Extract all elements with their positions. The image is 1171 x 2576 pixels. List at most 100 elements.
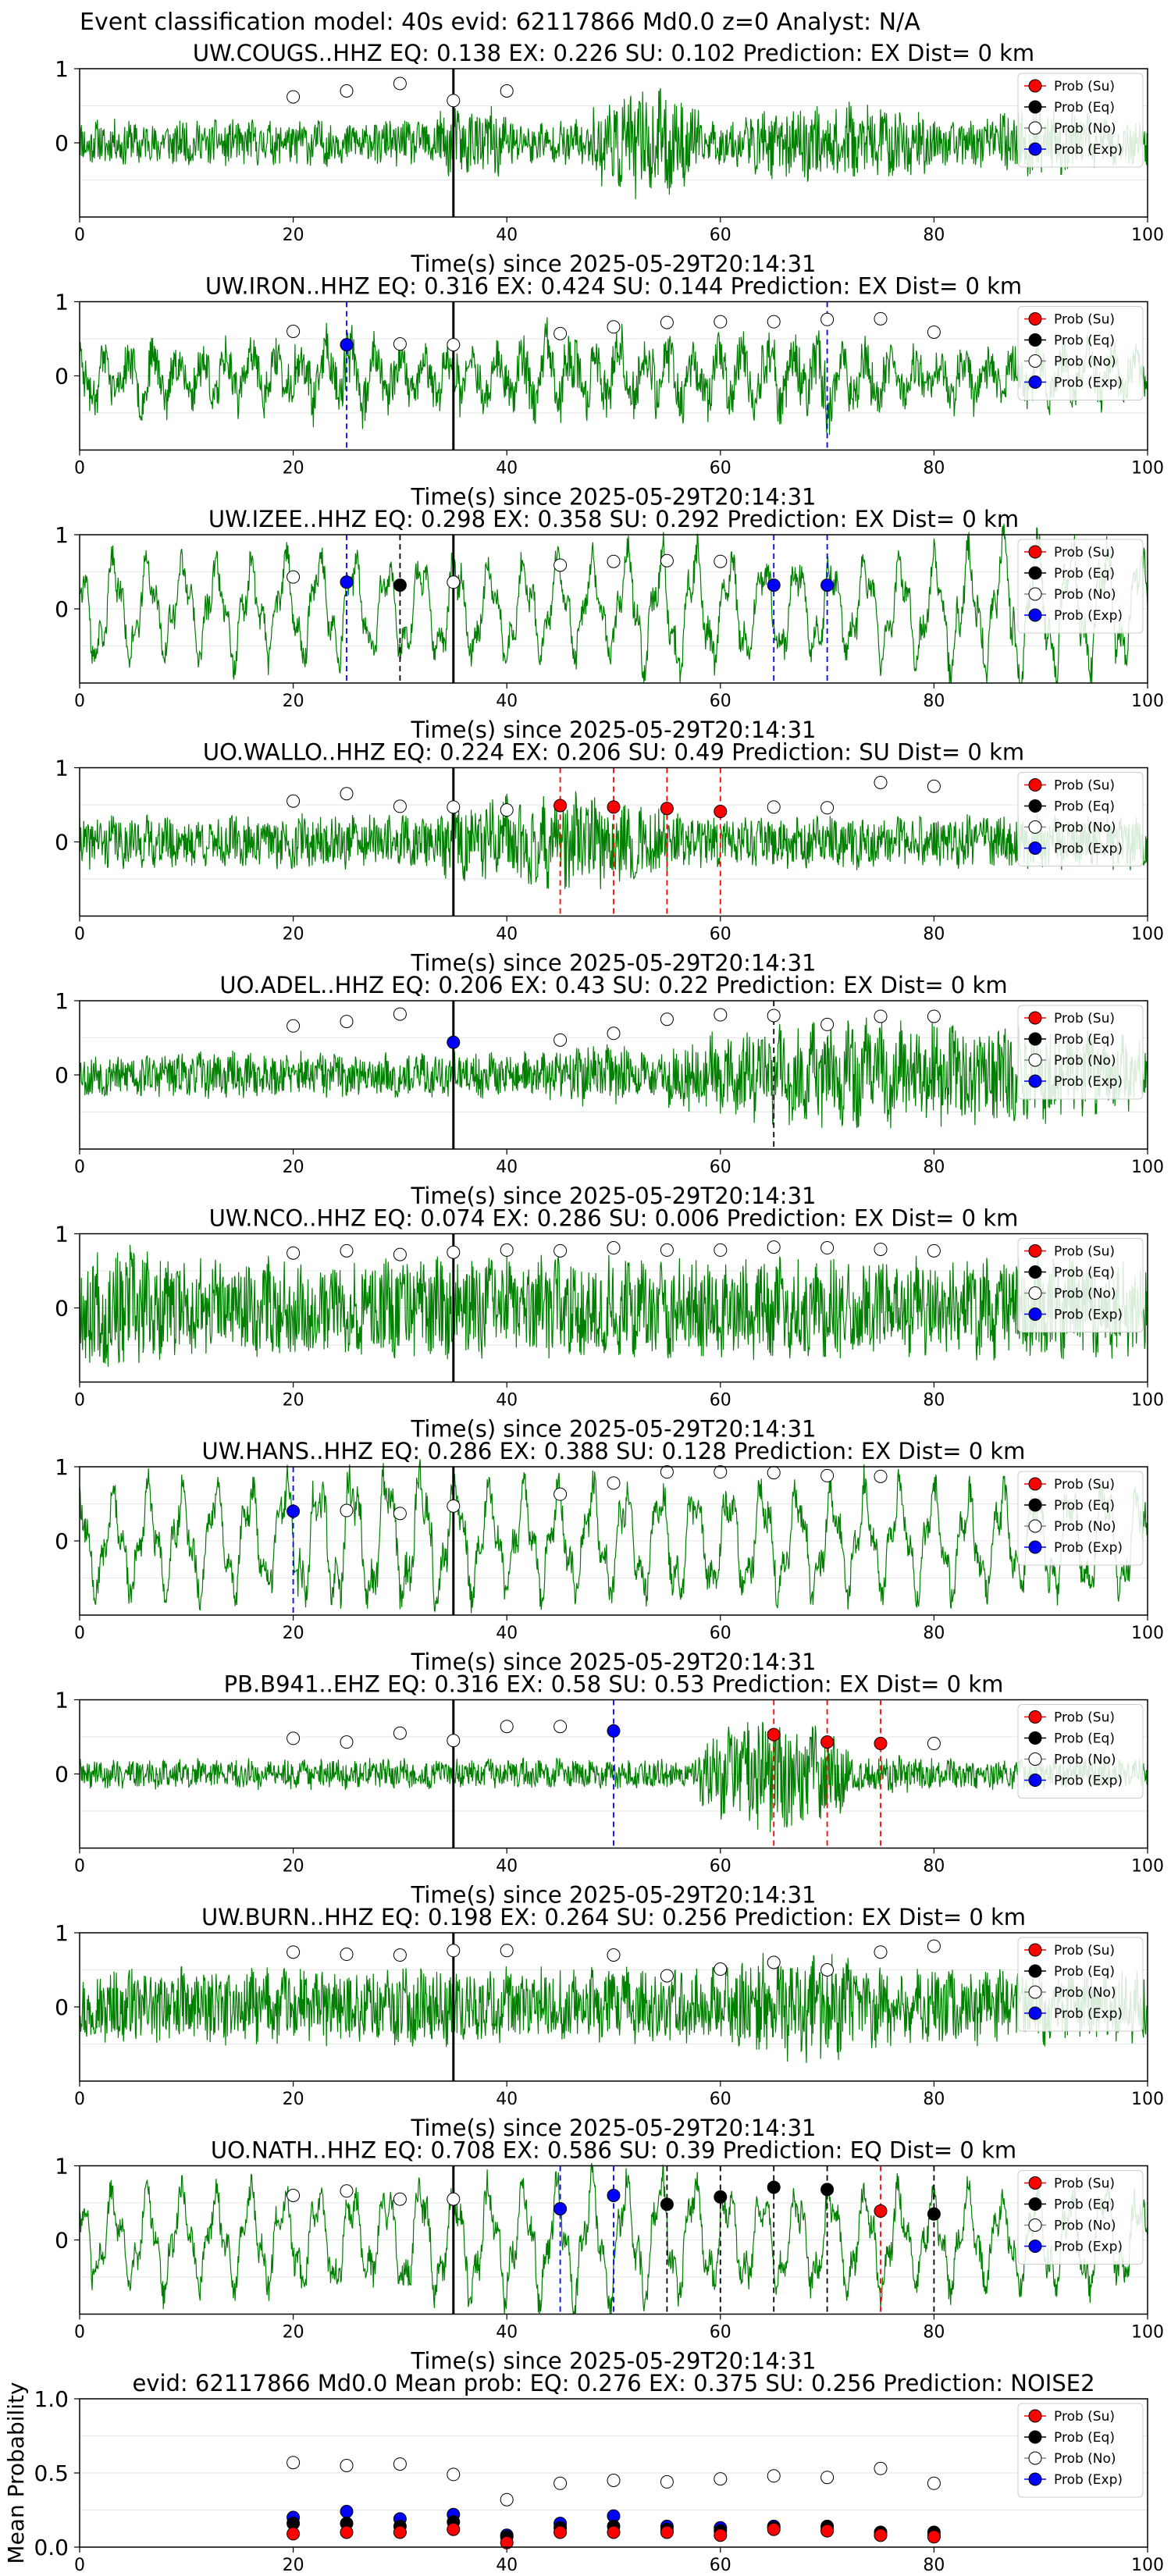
prob-point-no [287,90,301,104]
legend-marker [1028,1540,1042,1554]
legend-label: Prob (Exp) [1054,2240,1123,2255]
x-tick-label: 60 [710,1857,731,1877]
legend-marker [1028,545,1042,559]
mean-prob-point-no [340,2459,354,2472]
legend-label: Prob (No) [1054,354,1116,370]
y-tick-label: 0 [55,130,69,156]
legend-marker [1028,2006,1042,2020]
x-tick-label: 20 [283,1624,304,1643]
prob-point-no [660,1969,674,1983]
waveform-trace [79,1244,1148,1367]
y-tick-label: 0.5 [34,2460,69,2486]
panel-title: UW.IZEE..HHZ EQ: 0.298 EX: 0.358 SU: 0.2… [208,506,1019,532]
prob-point-no [820,1241,835,1255]
legend-label: Prob (Eq) [1054,333,1115,349]
mean-prob-point-su [820,2524,835,2538]
legend-label: Prob (Eq) [1054,2430,1115,2446]
legend-marker [1028,608,1042,622]
prob-point-no [340,2184,354,2198]
prob-point-no [660,315,674,329]
x-axis-label: Time(s) since 2025-05-29T20:14:31 [411,950,817,977]
legend-label: Prob (Eq) [1054,100,1115,116]
legend-label: Prob (Exp) [1054,2006,1123,2022]
prob-point-no [447,2192,461,2206]
prob-point-no [767,1009,781,1023]
x-tick-label: 60 [710,2323,731,2343]
prob-point-no [393,799,407,813]
waveform-trace [79,1459,1148,1614]
x-tick-label: 40 [496,925,518,945]
prob-point-no [927,1939,941,1953]
panel-8: 0 20 40 60 80 100 0 1 PB.B941..EHZ EQ: 0.316 EX:… [55,1671,1164,1909]
x-tick-label: 0 [74,1391,85,1411]
x-tick-label: 100 [1131,226,1164,245]
prob-point-no [447,1499,461,1513]
y-tick-label: 0 [55,1062,69,1088]
x-tick-label: 40 [496,1624,518,1643]
waveform-trace [79,87,1148,200]
prob-point-eq [927,2207,941,2221]
prob-point-no [927,325,941,339]
x-tick-label: 20 [283,2556,304,2575]
prob-point-su [553,799,568,813]
legend-label: Prob (Su) [1054,778,1115,794]
y-tick-label: 1.0 [34,2386,69,2412]
x-tick-label: 60 [710,1624,731,1643]
prob-point-no [553,1720,568,1734]
prob-point-su [660,802,674,816]
prob-point-no [660,1012,674,1026]
prob-point-no [874,311,888,326]
prob-point-no [287,1019,301,1033]
legend-label: Prob (Su) [1054,79,1115,94]
prob-point-no [393,76,407,91]
prob-point-no [874,1242,888,1256]
x-axis-label: Time(s) since 2025-05-29T20:14:31 [411,2348,817,2375]
prob-point-no [927,1737,941,1751]
prob-point-no [393,1507,407,1521]
mean-prob-point-su [393,2525,407,2539]
prob-point-no [287,794,301,808]
prob-point-no [874,776,888,789]
prob-point-no [714,554,728,568]
prob-point-no [874,1469,888,1483]
x-axis-label: Time(s) since 2025-05-29T20:14:31 [411,1183,817,1209]
legend-marker [1028,2240,1042,2253]
prob-point-no [607,554,621,568]
legend-marker [1028,1286,1042,1300]
mean-prob-point-no [660,2475,674,2489]
y-tick-label: 0 [55,364,69,390]
prob-point-su [607,800,621,814]
prob-point-no [553,1244,568,1258]
legend-label: Prob (No) [1054,1053,1116,1069]
x-tick-label: 40 [496,1391,518,1411]
x-tick-label: 20 [283,459,304,479]
prob-point-no [553,326,568,340]
prob-point-no [767,1955,781,1969]
waveform-trace [79,1017,1148,1129]
x-tick-label: 0 [74,2556,85,2575]
prob-point-no [553,1487,568,1501]
x-tick-label: 20 [283,692,304,711]
legend-label: Prob (No) [1054,820,1116,836]
y-tick-label: 1 [55,1454,69,1480]
legend-label: Prob (Su) [1054,545,1115,560]
legend-marker [1028,2451,1042,2465]
panel-title: PB.B941..EHZ EQ: 0.316 EX: 0.58 SU: 0.53… [224,1671,1004,1698]
x-tick-label: 0 [74,459,85,479]
x-tick-label: 0 [74,226,85,245]
panel-title: UO.WALLO..HHZ EQ: 0.224 EX: 0.206 SU: 0.… [203,739,1024,766]
prob-point-no [820,312,835,326]
legend-label: Prob (No) [1054,587,1116,603]
prob-point-exp [820,578,835,592]
legend-box [1017,1471,1144,1566]
legend-marker [1028,566,1042,580]
y-tick-label: 0 [55,596,69,622]
panel-title: UW.BURN..HHZ EQ: 0.198 EX: 0.264 SU: 0.2… [201,1904,1026,1930]
legend-marker [1028,2197,1042,2211]
prob-point-no [340,1015,354,1029]
legend-label: Prob (Exp) [1054,1540,1123,1556]
panel-9: 0 20 40 60 80 100 0 1 UW.BURN..HHZ EQ: 0.198 EX:… [55,1904,1164,2141]
x-tick-label: 100 [1131,2323,1164,2343]
prob-point-exp [340,338,354,352]
x-axis-label: Time(s) since 2025-05-29T20:14:31 [411,251,817,277]
